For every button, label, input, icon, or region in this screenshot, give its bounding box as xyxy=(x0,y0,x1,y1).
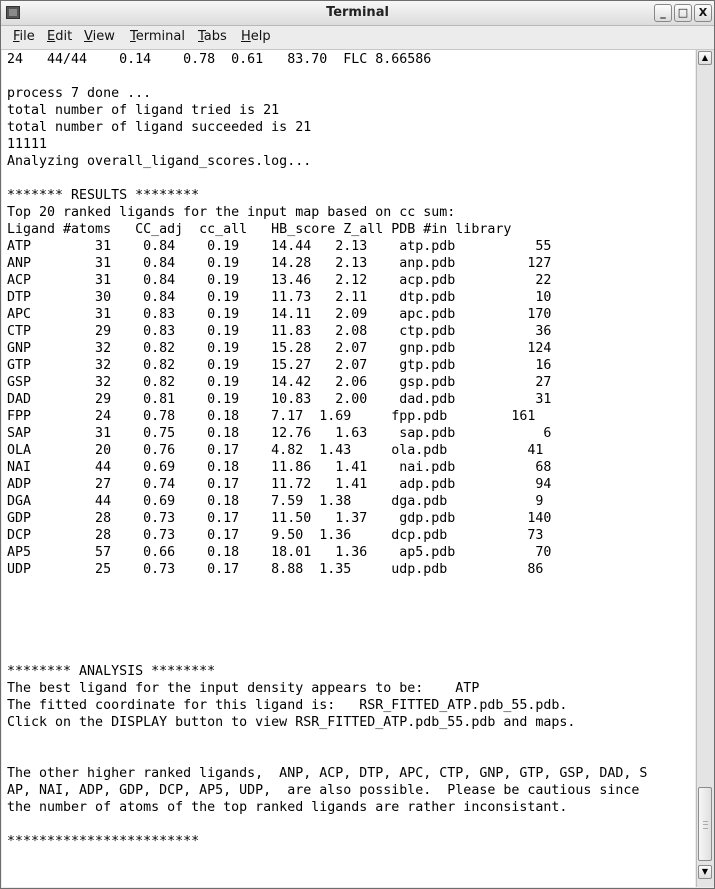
terminal-text: 24 44/44 0.14 0.78 0.61 83.70 FLC 8.6658… xyxy=(2,50,695,850)
title-bar[interactable]: Terminal _ □ X xyxy=(1,1,714,26)
terminal-line: total number of ligand tried is 21 xyxy=(7,103,280,118)
menu-help[interactable]: Help xyxy=(241,29,271,44)
terminal-line: DGA 44 0.69 0.18 7.59 1.38 dga.pdb 9 xyxy=(7,494,544,509)
menu-terminal[interactable]: Terminal xyxy=(130,29,185,44)
terminal-line: 11111 xyxy=(7,137,48,152)
terminal-line: AP5 57 0.66 0.18 18.01 1.36 ap5.pdb 70 xyxy=(7,545,552,560)
scroll-up-arrow-icon[interactable]: ▲ xyxy=(698,51,712,65)
menu-file[interactable]: File xyxy=(13,29,35,44)
maximize-button[interactable]: □ xyxy=(674,4,692,22)
vertical-scrollbar[interactable]: ▲ ▼ xyxy=(696,50,714,887)
terminal-line xyxy=(7,629,695,646)
terminal-line: ******* RESULTS ******** xyxy=(7,188,200,203)
terminal-line: Analyzing overall_ligand_scores.log... xyxy=(7,154,312,169)
terminal-line: total number of ligand succeeded is 21 xyxy=(7,120,312,135)
terminal-line: process 7 done ... xyxy=(7,86,152,101)
terminal-line: The other higher ranked ligands, ANP, AC… xyxy=(7,766,648,781)
terminal-line xyxy=(7,68,695,85)
terminal-line xyxy=(7,612,695,629)
terminal-line: FPP 24 0.78 0.18 7.17 1.69 fpp.pdb 161 xyxy=(7,409,536,424)
terminal-line: CTP 29 0.83 0.19 11.83 2.08 ctp.pdb 36 xyxy=(7,324,552,339)
terminal-line: DCP 28 0.73 0.17 9.50 1.36 dcp.pdb 73 xyxy=(7,528,544,543)
terminal-line xyxy=(7,816,695,833)
terminal-output[interactable]: 24 44/44 0.14 0.78 0.61 83.70 FLC 8.6658… xyxy=(2,50,695,887)
terminal-app-icon[interactable] xyxy=(6,6,20,19)
scroll-down-arrow-icon[interactable]: ▼ xyxy=(698,865,712,879)
terminal-line: Ligand #atoms CC_adj cc_all HB_score Z_a… xyxy=(7,222,512,237)
terminal-line: ACP 31 0.84 0.19 13.46 2.12 acp.pdb 22 xyxy=(7,273,552,288)
terminal-line: ATP 31 0.84 0.19 14.44 2.13 atp.pdb 55 xyxy=(7,239,552,254)
menu-bar: File Edit View Terminal Tabs Help xyxy=(1,26,714,50)
terminal-line: NAI 44 0.69 0.18 11.86 1.41 nai.pdb 68 xyxy=(7,460,552,475)
menu-edit[interactable]: Edit xyxy=(47,29,73,44)
terminal-line: DTP 30 0.84 0.19 11.73 2.11 dtp.pdb 10 xyxy=(7,290,552,305)
terminal-line: ******** ANALYSIS ******** xyxy=(7,664,216,679)
scrollbar-thumb[interactable] xyxy=(698,787,712,861)
terminal-line: GTP 32 0.82 0.19 15.27 2.07 gtp.pdb 16 xyxy=(7,358,552,373)
terminal-line: Click on the DISPLAY button to view RSR_… xyxy=(7,715,576,730)
terminal-line xyxy=(7,578,695,595)
terminal-line: GSP 32 0.82 0.19 14.42 2.06 gsp.pdb 27 xyxy=(7,375,552,390)
terminal-line xyxy=(7,731,695,748)
close-button[interactable]: X xyxy=(694,4,712,22)
terminal-line xyxy=(7,748,695,765)
terminal-line: AP, NAI, ADP, GDP, DCP, AP5, UDP, are al… xyxy=(7,783,640,798)
grip-icon xyxy=(703,821,708,829)
terminal-line: The fitted coordinate for this ligand is… xyxy=(7,698,568,713)
terminal-line: Top 20 ranked ligands for the input map … xyxy=(7,205,456,220)
terminal-line: DAD 29 0.81 0.19 10.83 2.00 dad.pdb 31 xyxy=(7,392,552,407)
terminal-line: The best ligand for the input density ap… xyxy=(7,681,480,696)
terminal-line xyxy=(7,646,695,663)
terminal-line xyxy=(7,595,695,612)
minimize-button[interactable]: _ xyxy=(654,4,672,22)
terminal-line: GDP 28 0.73 0.17 11.50 1.37 gdp.pdb 140 xyxy=(7,511,552,526)
terminal-line: APC 31 0.83 0.19 14.11 2.09 apc.pdb 170 xyxy=(7,307,552,322)
terminal-line: the number of atoms of the top ranked li… xyxy=(7,800,568,815)
terminal-line: ************************ xyxy=(7,834,200,849)
menu-view[interactable]: View xyxy=(84,29,115,44)
terminal-line: OLA 20 0.76 0.17 4.82 1.43 ola.pdb 41 xyxy=(7,443,544,458)
terminal-line: GNP 32 0.82 0.19 15.28 2.07 gnp.pdb 124 xyxy=(7,341,552,356)
terminal-line: UDP 25 0.73 0.17 8.88 1.35 udp.pdb 86 xyxy=(7,562,544,577)
terminal-line xyxy=(7,170,695,187)
window-title: Terminal xyxy=(326,5,389,20)
terminal-line: 24 44/44 0.14 0.78 0.61 83.70 FLC 8.6658… xyxy=(7,52,432,67)
terminal-line: ADP 27 0.74 0.17 11.72 1.41 adp.pdb 94 xyxy=(7,477,552,492)
terminal-line: SAP 31 0.75 0.18 12.76 1.63 sap.pdb 6 xyxy=(7,426,552,441)
menu-tabs[interactable]: Tabs xyxy=(198,29,227,44)
terminal-line: ANP 31 0.84 0.19 14.28 2.13 anp.pdb 127 xyxy=(7,256,552,271)
